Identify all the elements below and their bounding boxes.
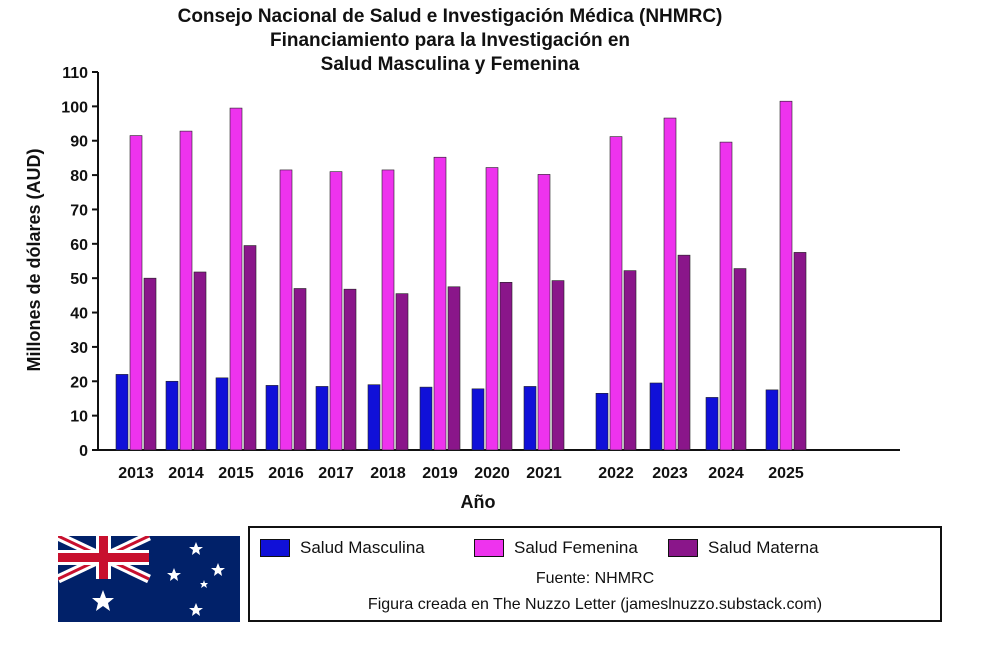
bar-salud-femenina-2024	[719, 141, 733, 451]
y-tick-label: 70	[70, 202, 88, 219]
source-label: Fuente: NHMRC	[535, 570, 655, 587]
bar-salud-masculina-2018	[367, 384, 381, 451]
credit-label: Figura creada en The Nuzzo Letter (james…	[367, 596, 823, 613]
y-tick-label: 40	[70, 306, 88, 323]
bar-salud-femenina-2020	[485, 167, 499, 451]
bar-salud-masculina-2024	[705, 397, 719, 451]
bars	[115, 100, 807, 451]
bar-salud-materna-2017	[343, 288, 357, 451]
legend-swatch-salud-femenina	[474, 539, 504, 557]
legend-label-salud-masculina: Salud Masculina	[300, 538, 425, 557]
chart-title-line-1: Consejo Nacional de Salud e Investigació…	[177, 6, 723, 27]
x-tick-label-2023: 2023	[652, 465, 688, 482]
y-tick-label: 20	[70, 374, 88, 391]
x-tick-label-2025: 2025	[768, 465, 804, 482]
union-jack	[58, 536, 151, 584]
bar-salud-masculina-2013	[115, 374, 129, 451]
y-tick-label: 30	[70, 340, 88, 357]
bar-salud-masculina-2021	[523, 386, 537, 451]
bar-salud-femenina-2014	[179, 130, 193, 451]
bar-salud-masculina-2016	[265, 385, 279, 451]
bar-salud-femenina-2018	[381, 169, 395, 451]
x-tick-label-2024: 2024	[708, 465, 744, 482]
x-tick-label-2013: 2013	[118, 465, 154, 482]
y-axis-label: Millones de dólares (AUD)	[24, 148, 44, 371]
y-tick-label: 110	[62, 65, 88, 82]
bar-salud-masculina-2019	[419, 386, 433, 451]
legend-swatch-salud-materna	[668, 539, 698, 557]
bar-salud-masculina-2014	[165, 380, 179, 451]
y-tick-label: 90	[70, 134, 88, 151]
bar-salud-materna-2025	[793, 252, 807, 451]
y-tick-label: 80	[70, 168, 88, 185]
bar-salud-materna-2022	[623, 270, 637, 451]
australia-flag	[58, 536, 240, 622]
bar-salud-materna-2015	[243, 245, 257, 451]
x-tick-label-2021: 2021	[526, 465, 562, 482]
bar-salud-masculina-2022	[595, 392, 609, 451]
legend-item-salud-femenina: Salud Femenina	[474, 538, 638, 558]
bar-salud-materna-2023	[677, 254, 691, 451]
bar-salud-femenina-2015	[229, 107, 243, 451]
bar-salud-femenina-2022	[609, 136, 623, 451]
x-axis: 2013 2014 2015 2016 2017 2018 2019 2020 2021 2022…	[98, 449, 900, 482]
bar-salud-masculina-2023	[649, 382, 663, 451]
bar-salud-femenina-2025	[779, 100, 793, 451]
bar-salud-materna-2019	[447, 286, 461, 451]
y-tick-label: 60	[70, 237, 88, 254]
flag-stars	[92, 542, 225, 616]
bar-salud-masculina-2025	[765, 389, 779, 451]
x-tick-label-2014: 2014	[168, 465, 204, 482]
x-tick-label-2019: 2019	[422, 465, 458, 482]
bar-salud-materna-2021	[551, 280, 565, 451]
x-tick-label-2020: 2020	[474, 465, 510, 482]
y-tick-label: 50	[70, 271, 88, 288]
legend-item-salud-materna: Salud Materna	[668, 538, 819, 558]
x-axis-label: Año	[461, 492, 496, 512]
x-tick-label-2016: 2016	[268, 465, 304, 482]
legend-swatch-salud-masculina	[260, 539, 290, 557]
bar-salud-femenina-2013	[129, 135, 143, 451]
y-tick-label: 10	[70, 409, 88, 426]
chart-title-line-3: Salud Masculina y Femenina	[320, 54, 580, 75]
y-tick-label: 100	[61, 99, 88, 116]
bar-salud-materna-2020	[499, 282, 513, 451]
bar-salud-materna-2013	[143, 277, 157, 451]
y-axis: 0 10 20 30 40 50 60 70 80 90 100 110	[61, 65, 99, 460]
bar-salud-femenina-2019	[433, 156, 447, 451]
legend: Salud Masculina Salud Femenina Salud Mat…	[248, 526, 942, 622]
bar-salud-masculina-2020	[471, 388, 485, 451]
bar-salud-femenina-2021	[537, 174, 551, 451]
x-tick-label-2018: 2018	[370, 465, 406, 482]
legend-item-salud-masculina: Salud Masculina	[260, 538, 425, 558]
chart-title-line-2: Financiamiento para la Investigación en	[269, 30, 631, 51]
y-tick-label: 0	[79, 443, 88, 460]
bar-salud-materna-2014	[193, 271, 207, 451]
x-tick-label-2015: 2015	[218, 465, 254, 482]
x-tick-label-2022: 2022	[598, 465, 634, 482]
bar-salud-femenina-2016	[279, 169, 293, 451]
legend-label-salud-materna: Salud Materna	[708, 538, 819, 557]
bar-salud-masculina-2015	[215, 377, 229, 451]
bar-salud-masculina-2017	[315, 386, 329, 451]
bar-salud-materna-2024	[733, 268, 747, 451]
bar-salud-materna-2016	[293, 288, 307, 451]
bar-salud-femenina-2017	[329, 171, 343, 451]
x-tick-label-2017: 2017	[318, 465, 354, 482]
bar-salud-femenina-2023	[663, 117, 677, 451]
legend-label-salud-femenina: Salud Femenina	[514, 538, 638, 557]
bar-salud-materna-2018	[395, 293, 409, 451]
